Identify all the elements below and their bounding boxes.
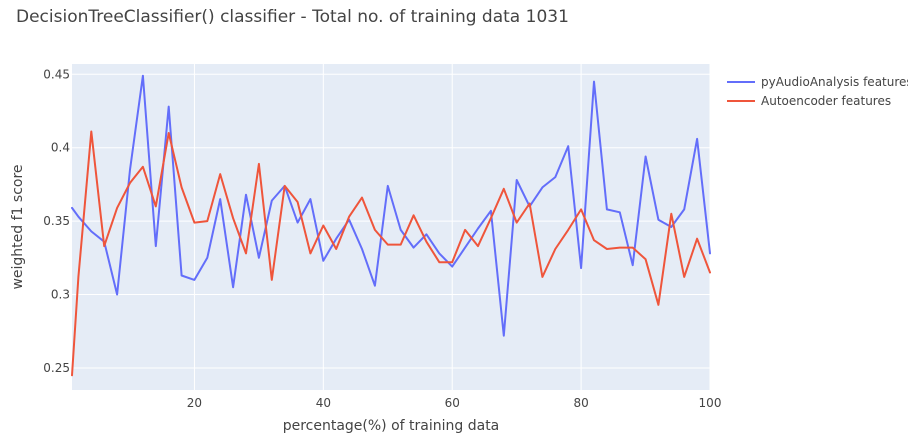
x-tick-label: 100 [699,396,722,410]
x-tick-label: 60 [445,396,460,410]
y-tick-label: 0.4 [51,141,70,155]
series-line [71,130,711,377]
legend-label: pyAudioAnalysis features [761,75,908,89]
chart-title: DecisionTreeClassifier() classifier - To… [16,7,569,27]
legend-label: Autoencoder features [761,94,891,108]
legend-item[interactable]: Autoencoder features [727,94,891,108]
y-tick-label: 0.45 [43,67,70,81]
x-tick-label: 20 [187,396,202,410]
legend[interactable]: pyAudioAnalysis features Autoencoder feat… [727,75,908,108]
y-tick-label: 0.3 [51,288,70,302]
series-line [71,74,711,337]
x-tick-label: 80 [573,396,588,410]
x-axis-title: percentage(%) of training data [283,418,500,434]
x-tick-label: 40 [316,396,331,410]
y-tick-label: 0.35 [43,214,70,228]
y-axis-title: weighted f1 score [10,164,26,289]
y-tick-label: 0.25 [43,361,70,375]
legend-item[interactable]: pyAudioAnalysis features [727,75,908,89]
series-layer [71,74,711,377]
tick-labels: 20 40 60 80 100 0.25 0.3 0.35 0.4 0.45 [43,67,721,410]
